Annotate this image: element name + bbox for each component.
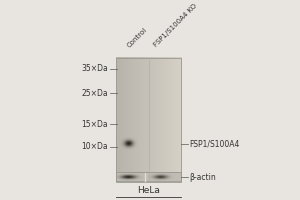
Text: 10×Da: 10×Da xyxy=(82,142,108,151)
Text: HeLa: HeLa xyxy=(137,186,160,195)
Text: 35×Da: 35×Da xyxy=(81,64,108,73)
Text: 25×Da: 25×Da xyxy=(82,89,108,98)
Text: Control: Control xyxy=(126,26,148,48)
Text: FSP1/S100A4: FSP1/S100A4 xyxy=(189,140,239,149)
Text: FSP1/S100A4 KO: FSP1/S100A4 KO xyxy=(153,3,199,48)
Bar xyxy=(116,172,182,181)
Text: β-actin: β-actin xyxy=(189,173,216,182)
Text: 15×Da: 15×Da xyxy=(82,120,108,129)
Bar xyxy=(116,58,182,182)
